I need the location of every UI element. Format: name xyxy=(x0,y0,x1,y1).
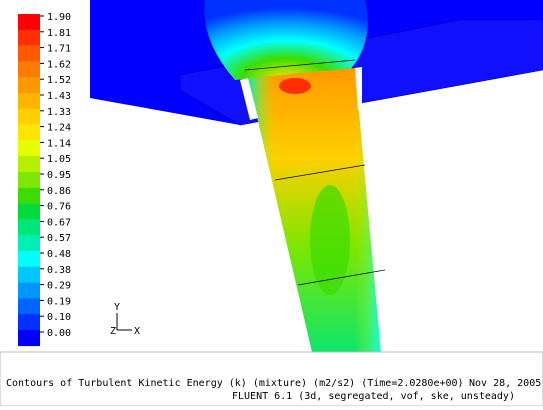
axis-triad: Y Z X xyxy=(110,302,140,337)
color-swatch xyxy=(18,330,40,346)
colorbar-label: 1.24 xyxy=(47,123,71,134)
colorbar-label: 0.76 xyxy=(47,202,71,213)
geometry xyxy=(90,0,543,365)
color-swatch xyxy=(18,283,40,299)
color-swatch xyxy=(18,93,40,109)
caption-date: Nov 28, 2005 xyxy=(469,378,541,389)
colorbar-label: 1.71 xyxy=(47,44,71,55)
colorbar-label: 0.95 xyxy=(47,170,71,181)
colorbar-label: 1.05 xyxy=(47,154,71,165)
colorbar-label: 1.81 xyxy=(47,28,71,39)
colorbar-label: 1.33 xyxy=(47,107,71,118)
colorbar-label: 0.67 xyxy=(47,217,71,228)
colorbar-label: 0.29 xyxy=(47,281,71,292)
color-swatch xyxy=(18,109,40,125)
color-swatch xyxy=(18,30,40,46)
color-swatch xyxy=(18,251,40,267)
colorbar-label: 0.86 xyxy=(47,186,71,197)
color-swatch xyxy=(18,204,40,220)
color-swatch xyxy=(18,314,40,330)
colorbar-label: 0.57 xyxy=(47,233,71,244)
colorbar-label: 0.48 xyxy=(47,249,71,260)
color-swatch xyxy=(18,46,40,62)
colorbar-label: 0.00 xyxy=(47,328,71,339)
color-swatch xyxy=(18,61,40,77)
axis-label: X xyxy=(134,326,140,337)
color-swatch xyxy=(18,267,40,283)
caption-line: Contours of Turbulent Kinetic Energy (k)… xyxy=(6,378,464,389)
axis-label: Z xyxy=(110,326,116,337)
colorbar-label: 1.52 xyxy=(47,75,71,86)
colorbar-label: 1.62 xyxy=(47,59,71,70)
caption-line: FLUENT 6.1 (3d, segregated, vof, ske, un… xyxy=(232,391,515,402)
colorbar-label: 0.19 xyxy=(47,296,71,307)
color-swatch xyxy=(18,156,40,172)
color-swatch xyxy=(18,235,40,251)
screenshot: 1.90 1.81 1.71 1.62 1.52 1.43 1.33 1.24 1.14 1.05… xyxy=(0,0,543,406)
colorbar-label: 1.14 xyxy=(47,138,71,149)
colorbar-label: 0.38 xyxy=(47,265,71,276)
axis-label: Y xyxy=(114,302,120,313)
color-swatch xyxy=(18,77,40,93)
color-swatch xyxy=(18,140,40,156)
colorbar-label: 0.10 xyxy=(47,312,71,323)
colorbar: 1.90 1.81 1.71 1.62 1.52 1.43 1.33 1.24 1.14 1.05… xyxy=(18,12,71,346)
color-swatch xyxy=(18,298,40,314)
color-swatch xyxy=(18,14,40,30)
color-swatch xyxy=(18,125,40,141)
core xyxy=(310,185,350,295)
colorbar-label: 1.43 xyxy=(47,91,71,102)
color-swatch xyxy=(18,172,40,188)
hotspot xyxy=(279,78,311,94)
color-swatch xyxy=(18,219,40,235)
color-swatch xyxy=(18,188,40,204)
colorbar-label: 1.90 xyxy=(47,12,71,23)
dome xyxy=(204,0,367,80)
